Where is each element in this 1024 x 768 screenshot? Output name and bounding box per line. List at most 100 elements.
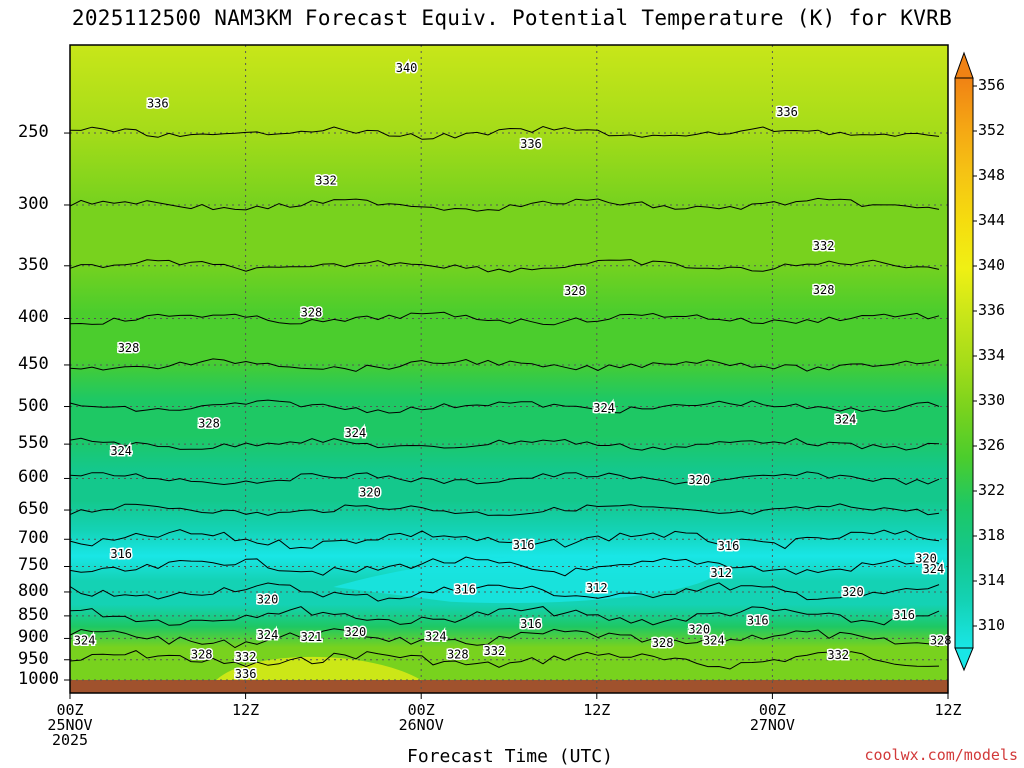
contour-label: 328 (563, 282, 588, 299)
svg-text:320: 320 (257, 592, 279, 606)
x-tick-line: 26NOV (398, 716, 444, 734)
high-theta-e-pocket (216, 656, 422, 680)
x-tick-line: 00Z (407, 701, 435, 719)
svg-text:332: 332 (813, 239, 835, 253)
contour-label: 312 (584, 579, 609, 596)
svg-text:332: 332 (827, 648, 849, 662)
svg-text:336: 336 (235, 667, 257, 681)
contour-label: 320 (343, 623, 368, 640)
contour-label: 324 (255, 626, 280, 643)
colorbar-bottom-arrow (954, 647, 974, 672)
contour-line (69, 399, 940, 414)
x-axis-label: Forecast Time (UTC) (407, 746, 613, 767)
svg-text:320: 320 (915, 552, 937, 566)
contour-label: 332 (314, 172, 339, 189)
svg-text:324: 324 (703, 634, 725, 648)
contour-label: 328 (811, 281, 836, 298)
y-tick-label: 900 (18, 627, 49, 648)
svg-text:336: 336 (776, 105, 798, 119)
contour-label: 320 (841, 583, 866, 600)
x-tick-line: 12Z (232, 701, 260, 719)
svg-text:316: 316 (520, 617, 542, 631)
svg-text:328: 328 (198, 417, 220, 431)
svg-text:320: 320 (359, 486, 381, 500)
y-tick-label: 650 (18, 499, 49, 520)
svg-text:328: 328 (118, 341, 140, 355)
plot-frame (69, 44, 949, 694)
colorbar-bar (954, 77, 974, 649)
contour-label: 324 (592, 400, 617, 417)
contour-label: 328 (445, 646, 470, 663)
axes (64, 44, 949, 699)
y-tick-label: 550 (18, 433, 49, 454)
y-tick-label: 950 (18, 648, 49, 669)
contour-label: 328 (650, 634, 675, 651)
contour-label: 316 (511, 536, 536, 553)
colorbar-label: 340 (978, 256, 1006, 274)
svg-text:324: 324 (74, 634, 96, 648)
svg-text:320: 320 (688, 473, 710, 487)
svg-text:316: 316 (747, 613, 769, 627)
contour-line (69, 556, 940, 577)
contour-label: 332 (233, 648, 258, 665)
x-tick-line: 2025 (51, 731, 89, 749)
x-tick-line: 27NOV (749, 716, 795, 734)
colorbar-label: 330 (978, 391, 1006, 409)
plot-area (70, 45, 948, 693)
colorbar-label: 322 (978, 481, 1006, 499)
contour-label: 316 (453, 581, 478, 598)
contour-line (69, 582, 940, 602)
contour-line (69, 529, 940, 550)
contour-label: 324 (833, 411, 858, 428)
ground-strip (70, 680, 948, 693)
y-tick-label: 250 (18, 122, 49, 143)
credit-link[interactable]: coolwx.com/models (864, 746, 1018, 764)
contour-label: 321 (299, 629, 324, 646)
svg-text:316: 316 (513, 538, 535, 552)
contour-label: 336 (519, 135, 544, 152)
x-tick-line: 25NOV (47, 716, 93, 734)
contour-label: 316 (892, 606, 917, 623)
colorbar-label: 318 (978, 526, 1006, 544)
x-tick-label: 12Z (211, 703, 281, 718)
svg-text:316: 316 (110, 547, 132, 561)
x-tick-label: 12Z (913, 703, 983, 718)
svg-text:324: 324 (425, 630, 447, 644)
svg-text:316: 316 (718, 539, 740, 553)
contour-label: 316 (745, 612, 770, 629)
contour-label: 324 (423, 628, 448, 645)
colorbar-label: 352 (978, 121, 1006, 139)
y-tick-label: 350 (18, 254, 49, 275)
svg-text:336: 336 (520, 137, 542, 151)
colorbar-top-arrow (954, 51, 974, 79)
svg-text:320: 320 (842, 585, 864, 599)
colorbar-label: 326 (978, 436, 1006, 454)
svg-text:312: 312 (586, 581, 608, 595)
svg-text:328: 328 (813, 283, 835, 297)
contour-label: 328 (928, 632, 953, 649)
colorbar-label: 356 (978, 76, 1006, 94)
svg-text:316: 316 (454, 582, 476, 596)
contour-label: 324 (921, 561, 946, 578)
contour-label: 312 (709, 564, 734, 581)
contour-line (69, 197, 940, 212)
svg-text:328: 328 (191, 648, 213, 662)
x-tick-line: 00Z (758, 701, 786, 719)
contour-line (69, 650, 940, 670)
x-tick-label: 00Z 25NOV 2025 (35, 703, 105, 748)
colorbar-label: 314 (978, 571, 1006, 589)
svg-text:336: 336 (147, 97, 169, 111)
contour-label: 332 (482, 642, 507, 659)
contour-line (69, 259, 940, 273)
contour-label: 320 (687, 621, 712, 638)
svg-text:321: 321 (301, 630, 323, 644)
contour-line (69, 606, 940, 626)
contour-line (69, 471, 940, 486)
contour-label: 328 (189, 646, 214, 663)
contour-label: 328 (299, 304, 324, 321)
contour-label: 320 (255, 591, 280, 608)
contour-line (69, 628, 940, 649)
y-tick-label: 500 (18, 395, 49, 416)
